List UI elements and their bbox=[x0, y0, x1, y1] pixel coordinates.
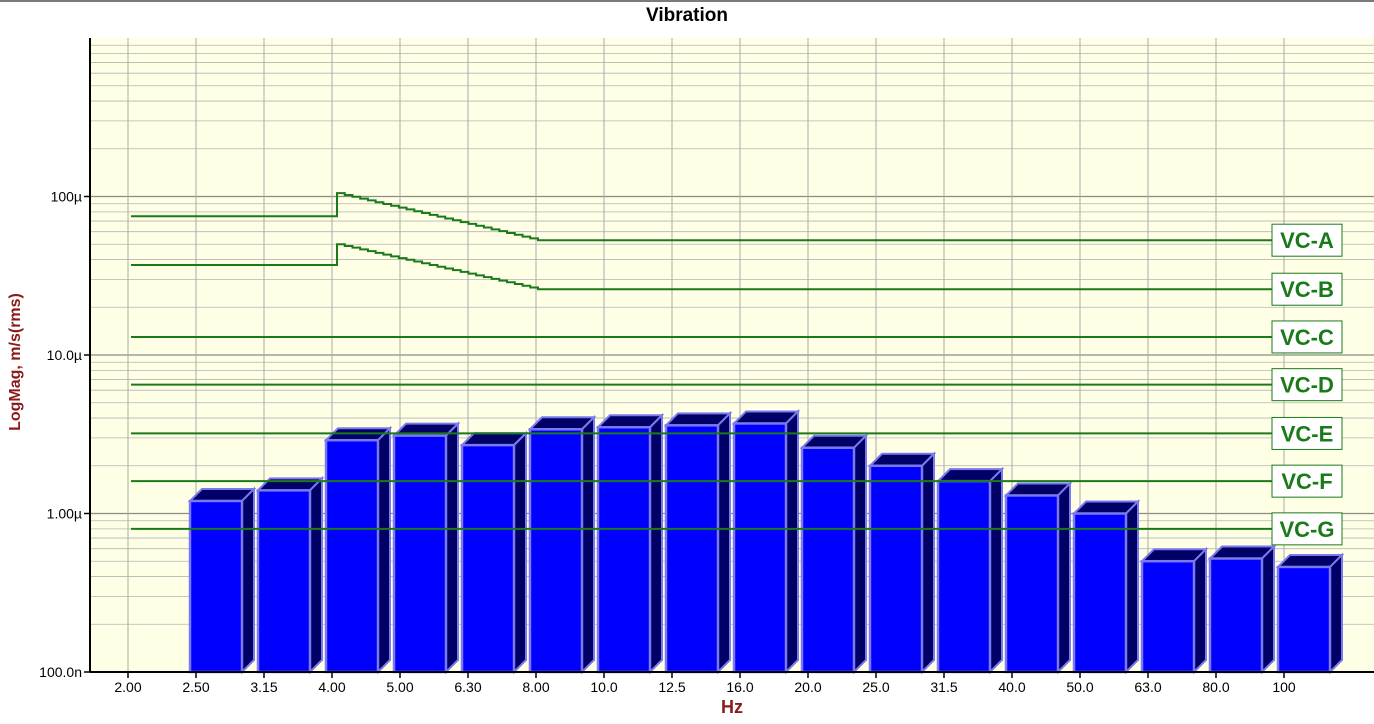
bar bbox=[527, 414, 597, 675]
criterion-line bbox=[131, 192, 1272, 242]
bar bbox=[391, 421, 461, 675]
bar bbox=[1139, 546, 1209, 675]
criterion-label-box bbox=[1271, 320, 1343, 354]
bar-side bbox=[513, 430, 527, 675]
bar bbox=[323, 425, 393, 675]
bar bbox=[255, 475, 325, 675]
x-tick-label: 16.0 bbox=[726, 679, 753, 695]
bar-side bbox=[785, 409, 799, 675]
bar bbox=[731, 409, 801, 675]
bar-front bbox=[732, 422, 788, 674]
bar-side bbox=[989, 466, 1003, 675]
criterion-label: VC-B bbox=[1271, 272, 1343, 306]
criterion-label: VC-D bbox=[1271, 368, 1343, 402]
x-tick-label: 12.5 bbox=[658, 679, 685, 695]
bar-front bbox=[1004, 494, 1060, 674]
bar bbox=[1003, 481, 1073, 675]
y-tick-label: 100.0n bbox=[39, 664, 82, 680]
x-tick-label: 4.00 bbox=[318, 679, 345, 695]
bar bbox=[1207, 544, 1277, 675]
bar bbox=[595, 412, 665, 675]
criterion-label-box bbox=[1271, 416, 1343, 450]
criterion-label-box bbox=[1271, 464, 1343, 498]
bar bbox=[1275, 552, 1345, 675]
bar bbox=[459, 430, 529, 675]
x-tick-label: 3.15 bbox=[250, 679, 277, 695]
bar-front bbox=[1140, 559, 1196, 674]
criterion-label-box bbox=[1271, 368, 1343, 402]
bar-side bbox=[649, 412, 663, 675]
bar-side bbox=[853, 433, 867, 675]
x-axis-label: Hz bbox=[721, 697, 743, 717]
bar-side bbox=[445, 421, 459, 675]
y-tick-label: 1.00µ bbox=[47, 506, 82, 522]
bar-front bbox=[1208, 557, 1264, 674]
bar bbox=[867, 451, 937, 675]
criterion-label: VC-A bbox=[1271, 223, 1343, 257]
bar bbox=[799, 433, 869, 675]
criterion-label: VC-C bbox=[1271, 320, 1343, 354]
bar-front bbox=[936, 479, 992, 674]
bar-front bbox=[528, 428, 584, 674]
bar-side bbox=[1261, 544, 1275, 675]
bar-side bbox=[921, 451, 935, 675]
criterion-label-text: VC-F bbox=[1281, 469, 1332, 494]
bar-side bbox=[581, 414, 595, 675]
criterion-label: VC-G bbox=[1271, 512, 1343, 546]
bar-front bbox=[256, 489, 312, 674]
bar-front bbox=[188, 499, 244, 674]
y-tick-label: 100µ bbox=[51, 189, 82, 205]
criterion-label-text: VC-B bbox=[1280, 277, 1334, 302]
bar-side bbox=[377, 425, 391, 675]
x-tick-label: 63.0 bbox=[1134, 679, 1161, 695]
x-tick-label: 50.0 bbox=[1066, 679, 1093, 695]
x-tick-label: 80.0 bbox=[1202, 679, 1229, 695]
x-tick-label: 2.50 bbox=[182, 679, 209, 695]
x-tick-label: 100 bbox=[1272, 679, 1296, 695]
y-tick-label: 10.0µ bbox=[47, 347, 82, 363]
bar bbox=[663, 410, 733, 675]
bar-side bbox=[241, 486, 255, 675]
top-rule bbox=[0, 0, 1374, 2]
x-tick-label: 6.30 bbox=[454, 679, 481, 695]
x-tick-label: 31.5 bbox=[930, 679, 957, 695]
bar-side bbox=[1057, 481, 1071, 675]
x-tick-label: 40.0 bbox=[998, 679, 1025, 695]
x-tick-label: 2.00 bbox=[114, 679, 141, 695]
bar-front bbox=[460, 443, 516, 674]
criterion-label-text: VC-E bbox=[1281, 421, 1334, 446]
criterion-label-text: VC-G bbox=[1280, 517, 1335, 542]
x-tick-label: 10.0 bbox=[590, 679, 617, 695]
criterion-label-box bbox=[1271, 223, 1343, 257]
bar-front bbox=[1276, 565, 1332, 674]
x-tick-label: 20.0 bbox=[794, 679, 821, 695]
bar-side bbox=[1329, 552, 1343, 675]
bar-side bbox=[717, 410, 731, 675]
bar-front bbox=[596, 426, 652, 674]
x-tick-label: 5.00 bbox=[386, 679, 413, 695]
bar-side bbox=[309, 475, 323, 675]
criterion-label-box bbox=[1271, 512, 1343, 546]
bar bbox=[187, 486, 257, 675]
criterion-label-text: VC-A bbox=[1280, 228, 1334, 253]
bar-side bbox=[1193, 546, 1207, 675]
criterion-label-text: VC-C bbox=[1280, 325, 1334, 350]
x-tick-label: 25.0 bbox=[862, 679, 889, 695]
chart-title: Vibration bbox=[646, 5, 728, 26]
bar-front bbox=[324, 438, 380, 674]
bar bbox=[1071, 499, 1141, 675]
criterion-label-text: VC-D bbox=[1280, 373, 1334, 398]
criterion-label: VC-E bbox=[1271, 416, 1343, 450]
bar-front bbox=[664, 424, 720, 674]
criterion-line bbox=[131, 243, 1272, 291]
bar bbox=[935, 466, 1005, 675]
criterion-label: VC-F bbox=[1271, 464, 1343, 498]
bar-front bbox=[868, 464, 924, 674]
bar-side bbox=[1125, 499, 1139, 675]
x-tick-label: 8.00 bbox=[522, 679, 549, 695]
bar-front bbox=[392, 434, 448, 674]
criterion-label-box bbox=[1271, 272, 1343, 306]
bar-front bbox=[1072, 512, 1128, 674]
